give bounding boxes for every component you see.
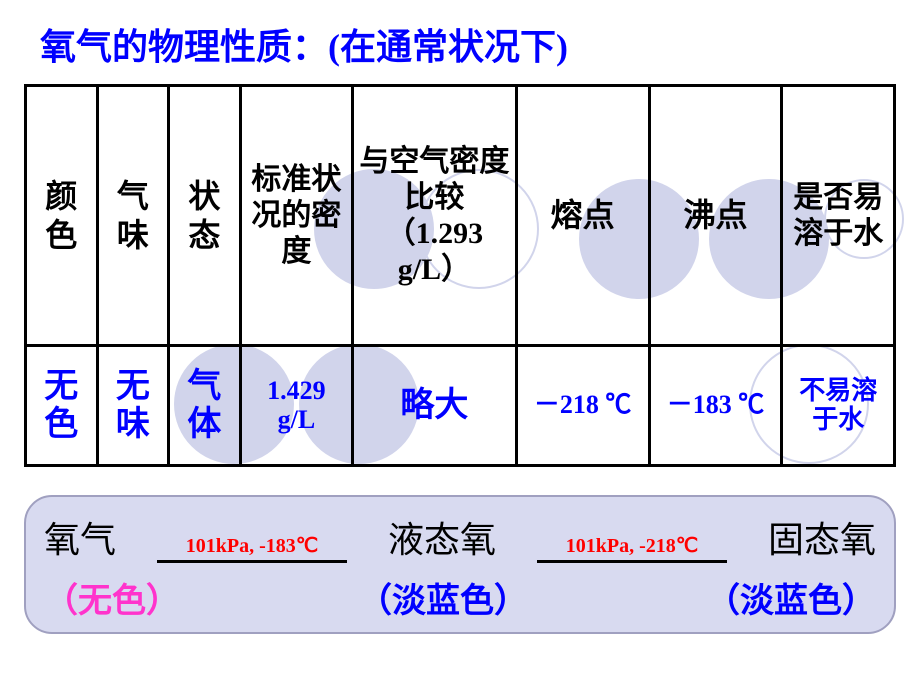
table-data-cell: 略大 [353,346,517,466]
table-data-cell: 无味 [97,346,169,466]
table-data-cell: 无色 [26,346,98,466]
phase-arrow-1: 101kPa, -183℃ [157,533,347,563]
table-header-cell: 沸点 [649,86,782,346]
arrow-line-icon [157,560,347,563]
arrow-line-icon [537,560,727,563]
properties-table: 颜色气味状态标准状况的密度与空气密度比较（1.293 g/L）熔点沸点是否易溶于… [24,84,896,467]
table-data-cell: 气体 [169,346,241,466]
phase-arrow-2: 101kPa, -218℃ [537,533,727,563]
table-data-row: 无色无味气体1.429 g/L略大－218 ℃－183 ℃不易溶于水 [26,346,895,466]
arrow-label-1: 101kPa, -183℃ [186,535,318,557]
page-title: 氧气的物理性质：(在通常状况下) [0,0,920,84]
phase-color-label: （淡蓝色） [706,573,876,622]
table-header-cell: 熔点 [516,86,649,346]
table-header-cell: 是否易溶于水 [782,86,895,346]
phase-transition-box: 氧气 101kPa, -183℃ 液态氧 101kPa, -218℃ 固态氧 （… [24,495,896,634]
table-data-cell: －183 ℃ [649,346,782,466]
phase-state-liquid: 液态氧 [388,511,496,563]
table-header-cell: 颜色 [26,86,98,346]
table-container: 颜色气味状态标准状况的密度与空气密度比较（1.293 g/L）熔点沸点是否易溶于… [24,84,896,467]
table-data-cell: 1.429 g/L [240,346,352,466]
phase-state-gas: 氧气 [44,511,116,563]
table-header-row: 颜色气味状态标准状况的密度与空气密度比较（1.293 g/L）熔点沸点是否易溶于… [26,86,895,346]
table-header-cell: 标准状况的密度 [240,86,352,346]
phase-colors-row: （无色） （淡蓝色） （淡蓝色） [44,573,876,622]
arrow-label-2: 101kPa, -218℃ [566,535,698,557]
table-data-cell: 不易溶于水 [782,346,895,466]
phase-color-label: （无色） [44,573,180,622]
phase-color-label: （淡蓝色） [358,573,528,622]
phase-states-row: 氧气 101kPa, -183℃ 液态氧 101kPa, -218℃ 固态氧 [44,511,876,563]
phase-state-solid: 固态氧 [768,511,876,563]
table-header-cell: 气味 [97,86,169,346]
table-header-cell: 状态 [169,86,241,346]
table-data-cell: －218 ℃ [516,346,649,466]
table-header-cell: 与空气密度比较（1.293 g/L） [353,86,517,346]
